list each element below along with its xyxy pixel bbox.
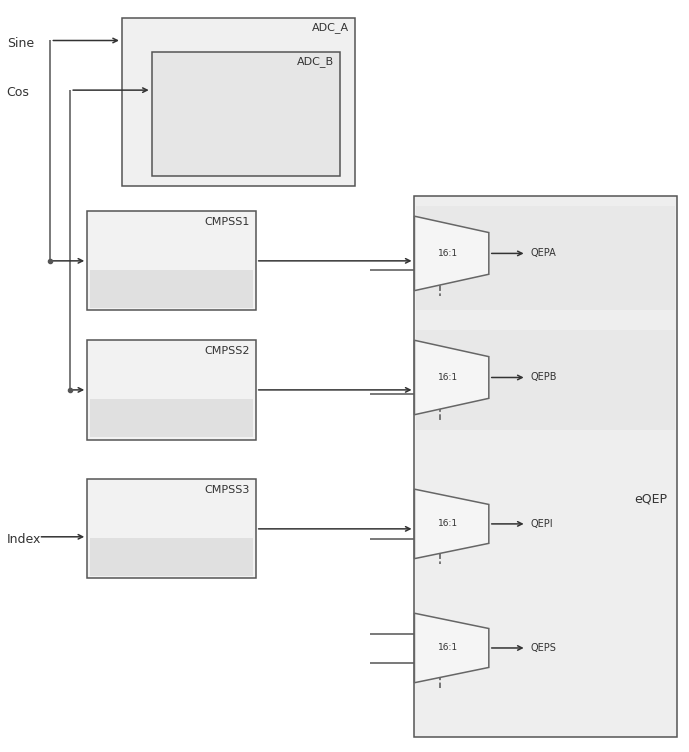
Polygon shape	[414, 216, 489, 290]
Text: ADC_A: ADC_A	[312, 22, 349, 32]
Bar	[87, 479, 256, 578]
Bar	[416, 330, 675, 429]
Bar	[122, 17, 355, 186]
Text: CMPSS3: CMPSS3	[205, 485, 250, 495]
Text: CMPSS2: CMPSS2	[204, 346, 250, 356]
Text: Index: Index	[7, 533, 41, 546]
Text: QEPB: QEPB	[531, 372, 557, 383]
Polygon shape	[414, 340, 489, 414]
Text: Cos: Cos	[7, 86, 30, 99]
Text: 16:1: 16:1	[438, 249, 457, 258]
Bar	[152, 53, 340, 177]
Bar	[87, 340, 256, 439]
Text: Sine: Sine	[7, 37, 34, 50]
Polygon shape	[414, 489, 489, 559]
Bar	[87, 211, 256, 311]
Bar	[90, 270, 253, 308]
Bar	[90, 538, 253, 575]
Text: 16:1: 16:1	[438, 520, 457, 529]
Bar	[416, 206, 675, 311]
Text: QEPI: QEPI	[531, 519, 553, 529]
Text: CMPSS1: CMPSS1	[205, 217, 250, 227]
Polygon shape	[414, 613, 489, 683]
Text: eQEP: eQEP	[635, 493, 668, 506]
Text: ADC_B: ADC_B	[297, 56, 334, 67]
Bar	[414, 196, 677, 737]
Text: QEPA: QEPA	[531, 248, 556, 259]
Text: 16:1: 16:1	[438, 373, 457, 382]
Text: 16:1: 16:1	[438, 644, 457, 653]
Text: QEPS: QEPS	[531, 643, 556, 653]
Bar	[90, 399, 253, 437]
